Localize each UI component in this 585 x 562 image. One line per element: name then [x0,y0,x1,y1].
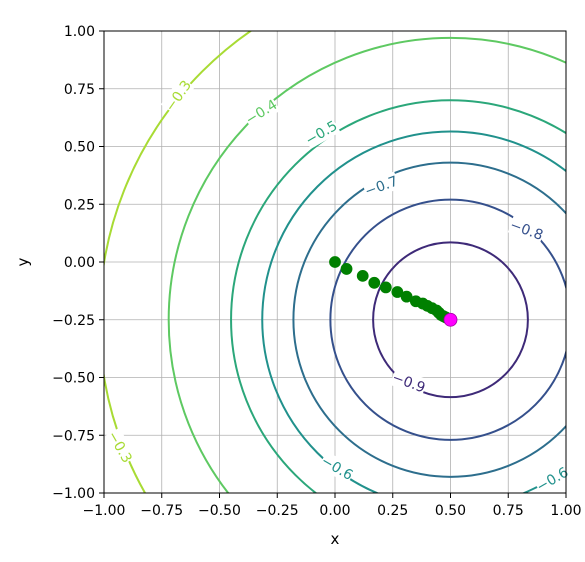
x-axis-label: x [331,530,340,548]
trajectory-point [391,286,404,298]
contour-lines [104,31,566,493]
y-tick-label: 0.00 [64,255,95,271]
y-tick-label: −0.25 [52,313,95,329]
x-tick-label: 0.50 [435,503,466,519]
trajectory-point [400,290,413,303]
contour-label-gap [532,462,572,496]
x-tick-label: −0.50 [198,503,241,519]
contour-line [292,161,566,478]
trajectory-point [379,281,392,294]
optimum-point [443,312,458,327]
y-tick-label: 1.00 [64,24,95,40]
y-tick-label: 0.25 [64,197,95,213]
x-tick-label: 0.25 [377,503,408,519]
x-tick-label: −0.25 [256,503,299,519]
contour-line [372,241,529,399]
trajectory-point [329,256,341,268]
contour-label-gap [160,76,196,115]
y-tick-label: −1.00 [52,486,95,502]
y-tick-label: −0.50 [52,371,95,387]
contour-label-gap [389,367,428,397]
contour-label-gap [318,451,357,484]
y-tick-label: 0.50 [64,140,95,156]
contour-line [329,198,566,441]
trajectory-point [368,276,381,289]
trajectory-point [356,269,369,282]
y-axis-label: y [14,257,32,266]
contour-line [167,37,566,493]
trajectory-point [340,263,353,275]
x-tick-label: 0.75 [493,503,524,519]
contour-label-gap [241,95,281,129]
y-tick-label: 0.75 [64,82,95,98]
y-axis-ticks: 1.00 0.75 0.50 0.25 0.00 −0.25 −0.50 −0.75 −1.00 [52,24,104,502]
trajectory-points [329,256,458,327]
y-tick-label: −0.75 [52,428,95,444]
x-tick-label: −0.75 [140,503,183,519]
contour-label-gap [507,215,546,244]
x-axis-ticks: −1.00 −0.75 −0.50 −0.25 0.00 0.25 0.50 0.75 1.00 [83,493,582,519]
x-tick-label: −1.00 [83,503,126,519]
x-tick-label: 1.00 [550,503,581,519]
contour-label-gap [362,171,401,201]
contour-label-gap [103,427,137,467]
contour-line [230,99,566,493]
x-tick-label: 0.00 [319,503,350,519]
contour-line [261,130,566,493]
contour-label-gap [301,116,341,149]
